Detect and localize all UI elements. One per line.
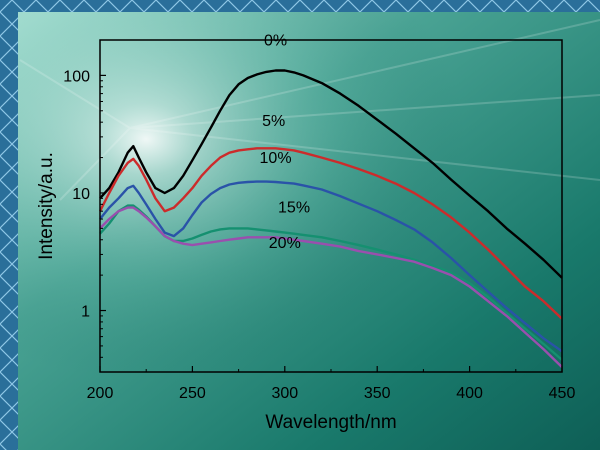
series-label: 15% — [278, 200, 310, 217]
y-tick-label: 1 — [81, 304, 90, 321]
series-labels: 0% 5% 10% 15% 20% — [260, 32, 311, 252]
series-line-4 — [99, 206, 563, 368]
series-label: 20% — [269, 235, 301, 252]
light-flare — [18, 12, 600, 450]
series-line-3 — [99, 204, 563, 361]
y-tick-label: 100 — [63, 68, 90, 85]
x-axis: 200 250 300 350 400 450 — [87, 366, 576, 402]
x-tick-label: 250 — [179, 385, 206, 402]
series-label: 0% — [264, 32, 287, 49]
series-label: 5% — [262, 113, 285, 130]
x-tick-label: 400 — [456, 385, 483, 402]
series-line-1 — [98, 147, 563, 320]
series-line-0 — [99, 69, 563, 279]
y-tick-label: 10 — [72, 186, 90, 203]
series-line-2 — [99, 180, 563, 353]
x-tick-label: 450 — [549, 385, 576, 402]
axes-frame — [99, 39, 563, 373]
series-layer — [98, 69, 563, 368]
x-tick-label: 350 — [364, 385, 391, 402]
y-axis-label: Intensity/a.u. — [36, 152, 57, 260]
x-axis-label: Wavelength/nm — [265, 412, 396, 433]
x-tick-label: 300 — [271, 385, 298, 402]
x-tick-label: 200 — [87, 385, 114, 402]
y-axis: 1 10 100 — [63, 39, 106, 373]
flare-rays — [19, 19, 600, 201]
series-label: 10% — [260, 150, 292, 167]
